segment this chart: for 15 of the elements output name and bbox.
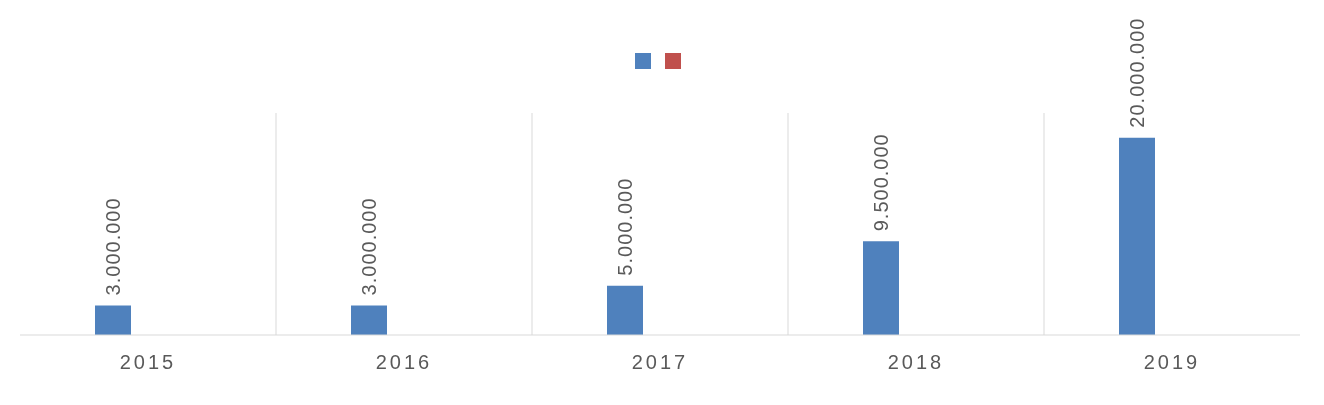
x-tick-label: 2019 xyxy=(1143,351,1201,374)
bar xyxy=(351,305,387,335)
x-tick-label: 2016 xyxy=(375,351,433,374)
data-label: 9.500.000 xyxy=(870,133,892,232)
data-label: 3.000.000 xyxy=(102,197,124,296)
data-label: 3.000.000 xyxy=(358,197,380,296)
bar xyxy=(863,241,899,335)
bar xyxy=(1119,137,1155,335)
data-label: 5.000.000 xyxy=(614,177,636,276)
x-tick-label: 2017 xyxy=(631,351,689,374)
x-tick-label: 2018 xyxy=(887,351,945,374)
bar xyxy=(95,305,131,335)
bar xyxy=(607,285,643,335)
x-tick-label: 2015 xyxy=(119,351,177,374)
data-label: 20.000.000 xyxy=(1126,17,1148,128)
